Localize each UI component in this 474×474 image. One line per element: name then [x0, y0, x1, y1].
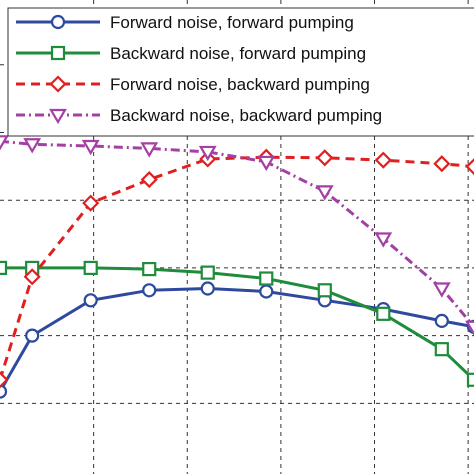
- data-point-0-5: [259, 284, 274, 299]
- series-0: [0, 281, 474, 399]
- data-point-1-3: [142, 261, 157, 277]
- series-1: [0, 260, 474, 387]
- legend-marker-2: [49, 75, 67, 93]
- legend-label-1: Backward noise, forward pumping: [110, 44, 366, 63]
- data-point-3-4: [198, 145, 217, 162]
- data-point-3-3: [140, 142, 159, 158]
- data-point-1-4: [200, 265, 215, 280]
- series-line-2: [0, 155, 474, 381]
- legend-marker-0: [50, 14, 66, 30]
- data-point-3-7: [374, 232, 393, 248]
- data-point-2-3: [140, 171, 158, 189]
- legend-label-2: Forward noise, backward pumping: [110, 75, 370, 94]
- data-point-0-8: [434, 313, 449, 329]
- data-point-3-6: [315, 185, 334, 201]
- legend-items: [16, 14, 100, 125]
- legend-box: [7, 7, 474, 137]
- data-point-1-6: [317, 283, 332, 298]
- data-point-1-7: [376, 306, 391, 321]
- data-point-1-5: [259, 271, 274, 286]
- data-point-0-4: [200, 281, 215, 296]
- data-point-2-6: [316, 149, 334, 167]
- data-point-2-9: [465, 158, 474, 176]
- data-point-1-2: [83, 260, 98, 276]
- data-point-0-0: [0, 384, 8, 399]
- series-line-0: [0, 287, 474, 393]
- series-line-1: [0, 266, 474, 381]
- data-point-3-0: [0, 135, 9, 151]
- data-point-3-8: [432, 282, 451, 298]
- series-layer: [0, 135, 474, 399]
- data-point-2-7: [374, 151, 392, 169]
- data-point-1-8: [434, 342, 449, 357]
- data-point-0-3: [142, 283, 157, 298]
- legend-label-3: Backward noise, backward pumping: [110, 106, 382, 125]
- legend: Forward noise, forward pumping Backward …: [7, 7, 474, 137]
- data-point-3-5: [257, 155, 276, 172]
- data-point-1-9: [466, 372, 474, 387]
- data-point-2-8: [433, 155, 451, 173]
- data-point-1-0: [0, 260, 8, 276]
- data-point-2-1: [23, 268, 41, 286]
- data-point-3-9: [465, 320, 474, 336]
- legend-marker-3: [49, 108, 67, 125]
- data-point-3-2: [81, 139, 100, 156]
- legend-marker-1: [50, 45, 66, 61]
- legend-label-0: Forward noise, forward pumping: [110, 13, 354, 32]
- data-point-2-0: [0, 371, 9, 389]
- series-3: [0, 135, 474, 336]
- data-point-0-1: [25, 328, 40, 343]
- data-point-0-2: [83, 293, 98, 308]
- data-point-3-1: [23, 138, 42, 154]
- data-point-2-2: [82, 194, 100, 212]
- series-line-3: [0, 139, 474, 328]
